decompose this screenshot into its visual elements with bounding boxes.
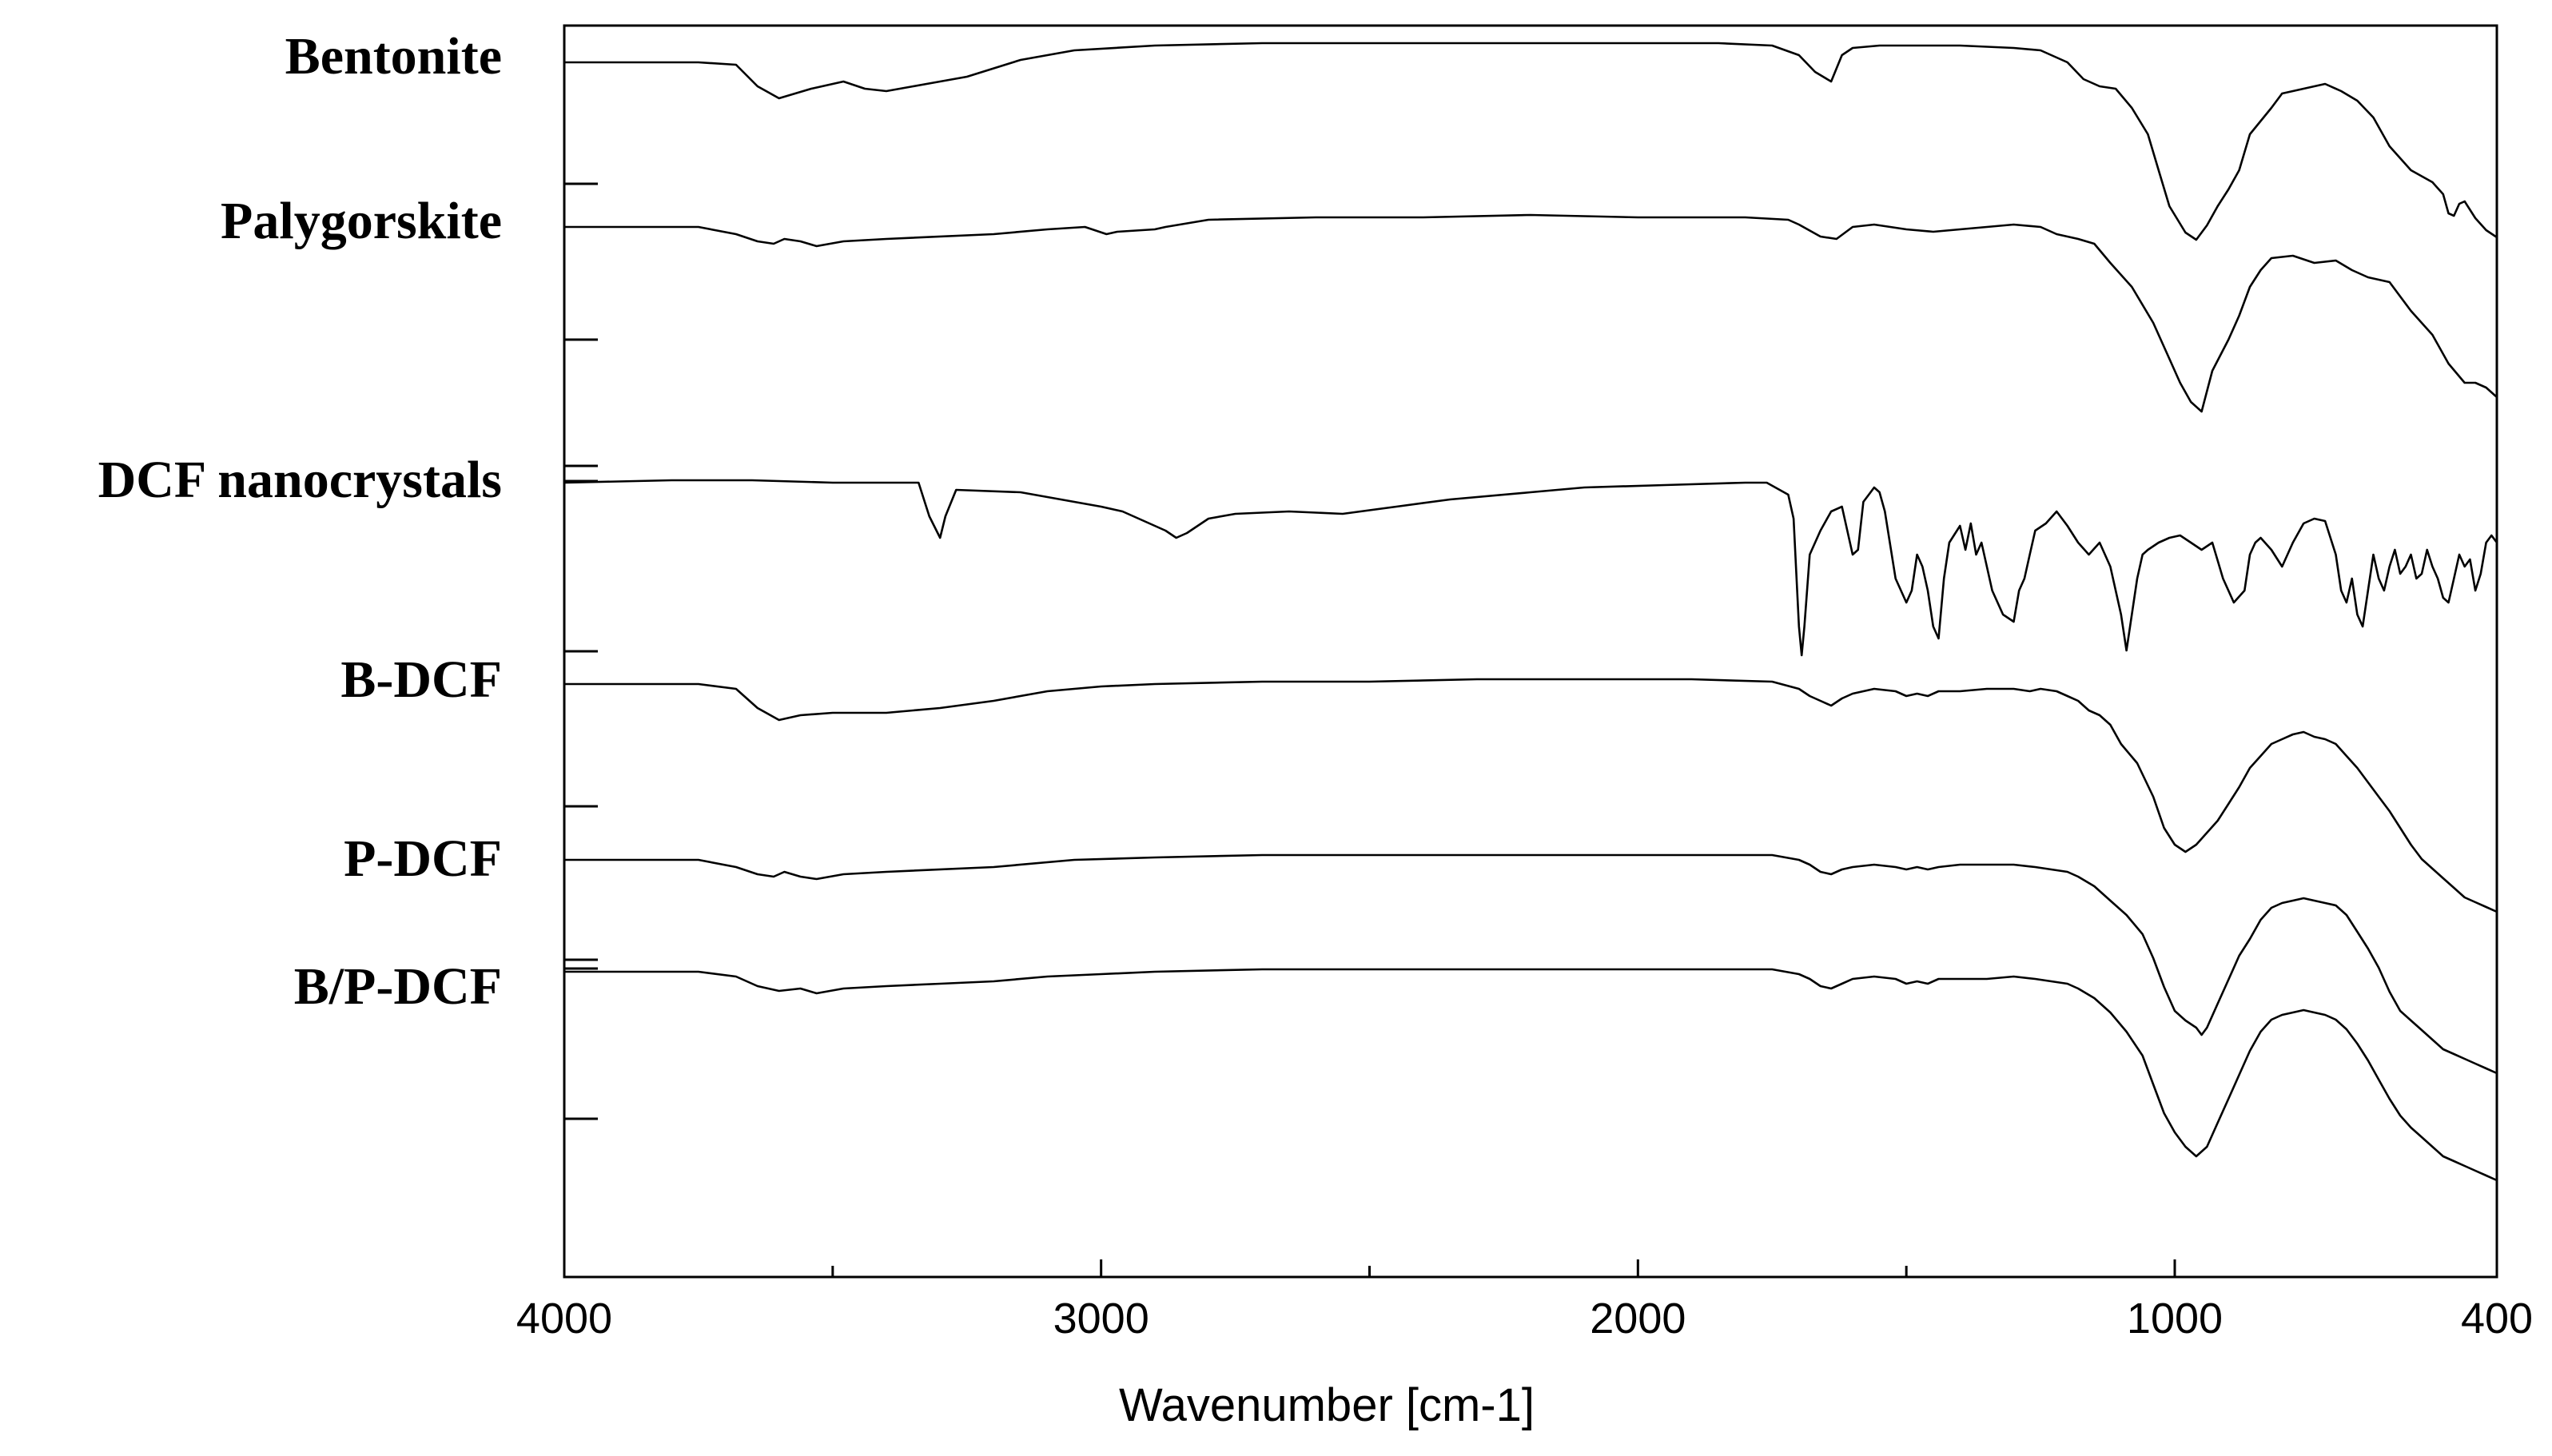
plot-frame bbox=[563, 24, 2498, 1279]
x-tick-label: 1000 bbox=[2127, 1295, 2223, 1343]
x-tick-label: 2000 bbox=[1590, 1295, 1686, 1343]
spectrum-line-b-dcf bbox=[564, 678, 2498, 913]
spectrum-line-p-dcf bbox=[564, 853, 2498, 1075]
series-labels: Bentonite Palygorskite DCF nanocrystals B-D… bbox=[98, 27, 502, 1016]
series-label-bentonite: Bentonite bbox=[285, 27, 502, 86]
series-label-b-dcf: B-DCF bbox=[340, 650, 502, 709]
x-tick-label: 400 bbox=[2461, 1295, 2533, 1343]
series-label-b-p-dcf: B/P-DCF bbox=[294, 957, 502, 1016]
series-label-dcf-nanocrystals: DCF nanocrystals bbox=[98, 451, 502, 509]
spectrum-line-dcf-nanocrystals bbox=[563, 479, 2498, 657]
spectrum-line-bentonite bbox=[564, 42, 2498, 241]
spectrum-line-b-p-dcf bbox=[564, 968, 2498, 1182]
x-tick-label: 3000 bbox=[1053, 1295, 1149, 1343]
series-label-p-dcf: P-DCF bbox=[344, 829, 502, 888]
spectrum-line-palygorskite bbox=[564, 213, 2498, 413]
x-axis-title: Wavenumber [cm-1] bbox=[1119, 1379, 1535, 1431]
left-axis-ticks bbox=[564, 182, 598, 1120]
x-tick-label: 4000 bbox=[516, 1295, 612, 1343]
x-axis-ticks: 4000 3000 2000 1000 400 bbox=[516, 1259, 2533, 1343]
spectra-lines bbox=[563, 42, 2498, 1182]
series-label-palygorskite: Palygorskite bbox=[221, 192, 502, 250]
